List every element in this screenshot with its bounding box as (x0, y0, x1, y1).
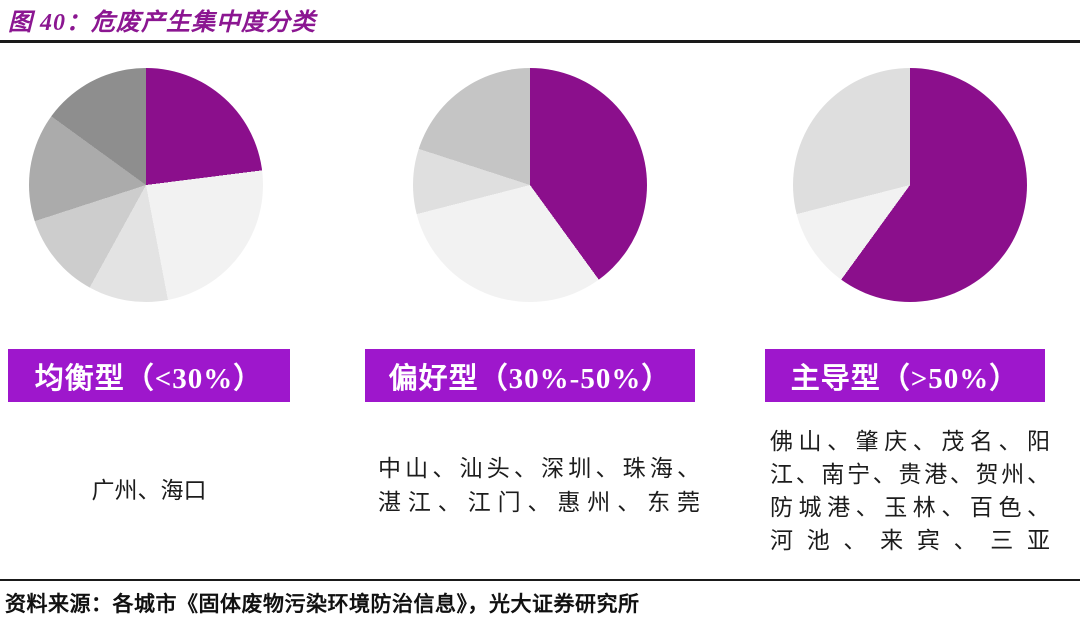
city-list-preference: 中山、汕头、深圳、珠海、 湛江、江门、惠州、东莞 (378, 452, 700, 520)
pie-chart-dominant (793, 68, 1027, 302)
city-line: 防城港、玉林、百色、 (770, 495, 1050, 520)
city-line: 佛山、肇庆、茂名、阳 (770, 429, 1050, 454)
city-line: 广州、海口 (91, 478, 207, 503)
pie-chart-balanced (29, 68, 263, 302)
category-label-preference: 偏好型（30%-50%） (365, 349, 695, 402)
title-rule (0, 40, 1080, 43)
city-list-balanced: 广州、海口 (8, 474, 290, 508)
category-label-dominant: 主导型（>50%） (765, 349, 1045, 402)
figure-title: 图 40：危废产生集中度分类 (8, 10, 316, 36)
city-line: 河池、来宾、三亚 (770, 528, 1050, 553)
pie-chart-preference (413, 68, 647, 302)
category-label-balanced: 均衡型（<30%） (8, 349, 290, 402)
source-note: 资料来源：各城市《固体废物污染环境防治信息》，光大证券研究所 (5, 592, 640, 616)
city-line: 江、南宁、贵港、贺州、 (770, 462, 1050, 487)
city-list-dominant: 佛山、肇庆、茂名、阳 江、南宁、贵港、贺州、 防城港、玉林、百色、 河池、来宾、三亚 (770, 425, 1050, 557)
source-rule (0, 579, 1080, 581)
city-line: 湛江、江门、惠州、东莞 (378, 490, 700, 515)
city-line: 中山、汕头、深圳、珠海、 (378, 456, 700, 481)
